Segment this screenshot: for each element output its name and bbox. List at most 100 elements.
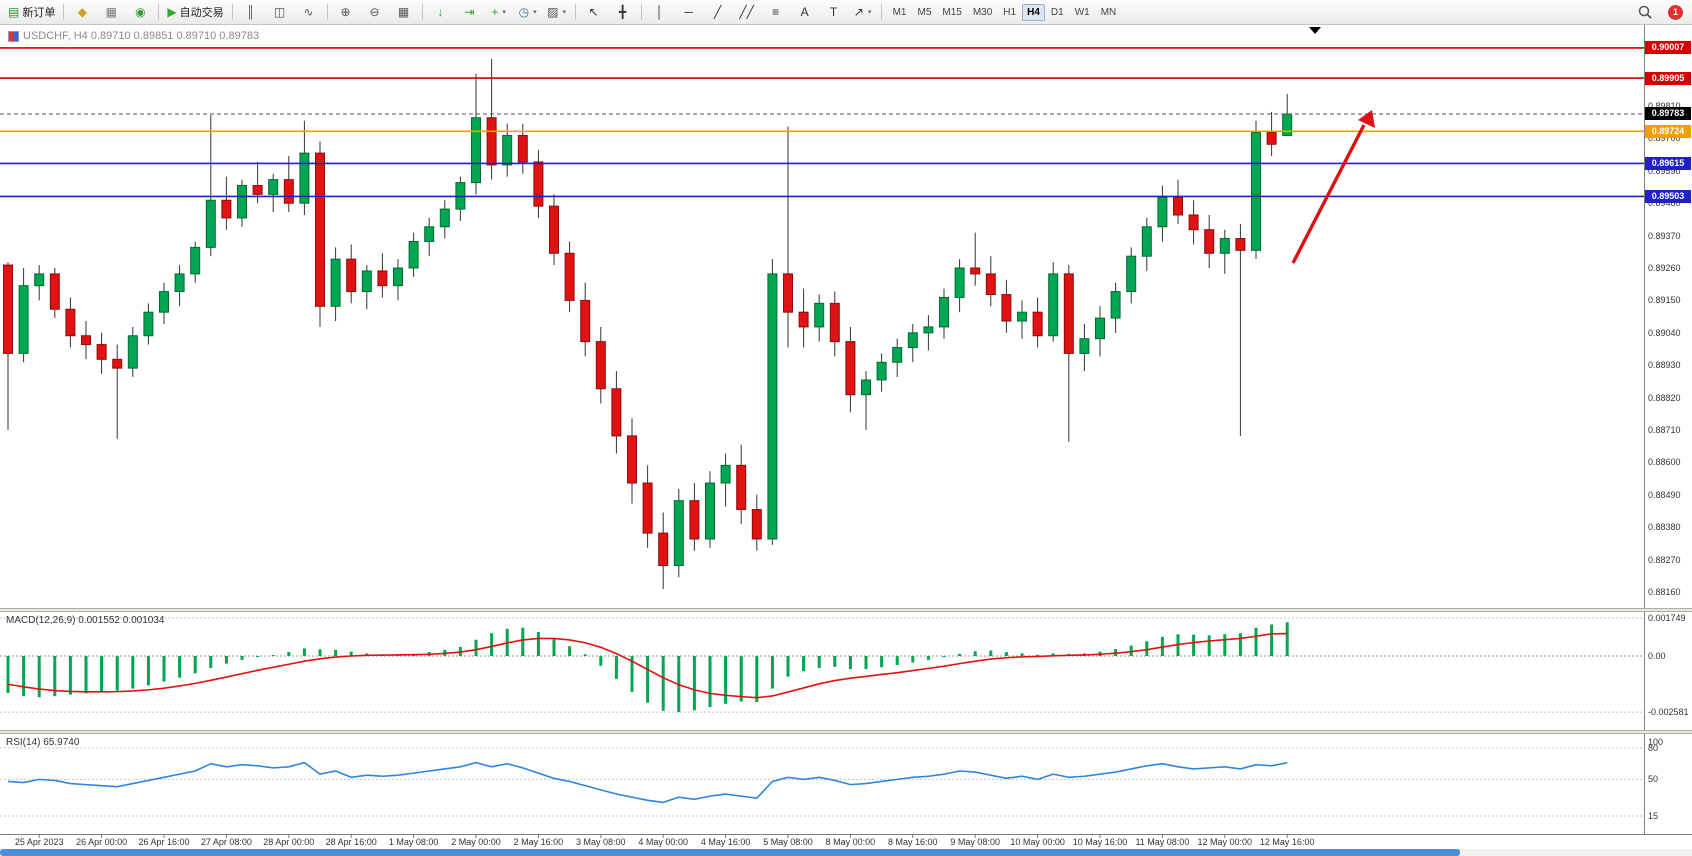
timeframe-M5[interactable]: M5: [917, 6, 932, 18]
macd-pane[interactable]: [0, 612, 1644, 730]
timeframe-W1[interactable]: W1: [1074, 6, 1090, 18]
chevron-down-icon[interactable]: ▾: [502, 9, 506, 16]
search-icon[interactable]: [1631, 1, 1659, 23]
wizard-icon: ◆: [77, 5, 87, 19]
pane-resizer[interactable]: [0, 730, 1692, 734]
crosshair-icon: ╋: [618, 5, 627, 19]
time-axis-label: 27 Apr 08:00: [200, 837, 252, 847]
time-axis[interactable]: [0, 834, 1692, 849]
chart-title-text: USDCHF, H4 0.89710 0.89851 0.89710 0.897…: [23, 30, 260, 42]
trendline-icon[interactable]: ╱: [704, 1, 732, 23]
price-scale-label: 0.89370: [1648, 230, 1681, 241]
bar-chart-icon[interactable]: ║: [237, 1, 265, 23]
chevron-down-icon[interactable]: ▾: [533, 9, 537, 16]
pane-resizer[interactable]: [0, 608, 1692, 612]
text-icon: A: [800, 5, 809, 19]
price-line-badge: 0.89503: [1645, 189, 1691, 203]
time-axis-label: 1 May 08:00: [388, 837, 439, 847]
price-scale-label: 0.88380: [1648, 522, 1681, 533]
timeframe-H1[interactable]: H1: [1003, 6, 1017, 18]
macd-label: MACD(12,26,9) 0.001552 0.001034: [6, 615, 165, 626]
channel-icon: ╱╱: [739, 5, 754, 19]
time-axis-label: 2 May 16:00: [513, 837, 564, 847]
tile-windows-icon: ▦: [397, 5, 410, 19]
candlestick-chart-icon: ◫: [273, 5, 286, 19]
time-axis-label: 28 Apr 16:00: [325, 837, 377, 847]
time-axis-label: 12 May 00:00: [1197, 837, 1253, 847]
price-line-badge: 0.90007: [1645, 41, 1691, 55]
toolbar-separator: [640, 4, 642, 20]
time-axis-label: 2 May 00:00: [451, 837, 501, 847]
time-axis-label: 3 May 08:00: [576, 837, 626, 847]
vertical-line-icon: │: [655, 5, 664, 19]
timeframe-M15[interactable]: M15: [942, 6, 962, 18]
trendline-icon: ╱: [713, 5, 722, 19]
price-scale-label: 0.88820: [1648, 392, 1681, 403]
timeframe-group: M1 M5 M15 M30 H1 H4 D1 W1 MN: [888, 3, 1122, 21]
horizontal-scrollbar[interactable]: [0, 849, 1692, 856]
autotrading-button[interactable]: ▶ 自动交易: [163, 1, 227, 23]
toolbar-separator: [63, 4, 65, 20]
cursor-icon[interactable]: ↖: [580, 1, 608, 23]
rsi-scale-label: 50: [1648, 774, 1659, 785]
timeframe-M1[interactable]: M1: [892, 6, 907, 18]
time-axis-label: 12 May 16:00: [1259, 837, 1315, 847]
timeframe-M30[interactable]: M30: [972, 6, 993, 18]
time-axis-label: 4 May 16:00: [700, 837, 751, 847]
arrows-icon[interactable]: ↗ ▾: [849, 1, 877, 23]
vertical-line-icon[interactable]: │: [646, 1, 674, 23]
time-axis-label: 25 Apr 2023: [14, 837, 64, 847]
templates-icon[interactable]: ▨ ▾: [543, 1, 571, 23]
price-scale-label: 0.89590: [1648, 165, 1681, 176]
price-scale-label: 0.88600: [1648, 457, 1681, 468]
label-icon[interactable]: T: [820, 1, 848, 23]
tile-windows-icon[interactable]: ▦: [390, 1, 418, 23]
timeframe-H4[interactable]: H4: [1022, 3, 1045, 21]
chart-shift-icon[interactable]: ⇥: [456, 1, 484, 23]
crosshair-icon[interactable]: ╋: [609, 1, 637, 23]
periods-icon: ◷: [518, 5, 530, 19]
text-icon[interactable]: A: [791, 1, 819, 23]
timeframe-MN[interactable]: MN: [1100, 6, 1117, 18]
wizard-icon[interactable]: ◆: [68, 1, 96, 23]
line-chart-icon[interactable]: ∿: [295, 1, 323, 23]
time-axis-label: 26 Apr 16:00: [138, 837, 190, 847]
rsi-label: RSI(14) 65.9740: [6, 737, 80, 748]
indicators-icon: +: [491, 5, 499, 19]
community-icon[interactable]: ◉: [126, 1, 154, 23]
profile-icon: ▦: [105, 5, 118, 19]
time-axis-label: 10 May 00:00: [1010, 837, 1065, 847]
price-scale-label: 0.89480: [1648, 198, 1681, 209]
indicators-icon[interactable]: + ▾: [485, 1, 513, 23]
macd-scale-label: 0.001749: [1648, 613, 1686, 623]
fibonacci-icon: ≡: [772, 5, 780, 19]
auto-scroll-icon[interactable]: ↓: [427, 1, 455, 23]
price-scale-label: 0.88710: [1648, 425, 1681, 435]
horizontal-line-icon[interactable]: ─: [675, 1, 703, 23]
chevron-down-icon[interactable]: ▾: [562, 9, 566, 16]
time-axis-label: 8 May 16:00: [888, 837, 938, 847]
time-axis-label: 4 May 00:00: [638, 837, 688, 847]
scrollbar-thumb[interactable]: [0, 849, 1460, 856]
new-order-button[interactable]: ▤ 新订单: [4, 1, 59, 23]
channel-icon[interactable]: ╱╱: [733, 1, 761, 23]
toolbar-separator: [326, 4, 328, 20]
zoom-in-icon[interactable]: ⊕: [332, 1, 360, 23]
candlestick-chart-icon[interactable]: ◫: [266, 1, 294, 23]
periods-icon[interactable]: ◷ ▾: [514, 1, 542, 23]
label-icon: T: [829, 5, 838, 19]
timeframe-D1[interactable]: D1: [1050, 6, 1064, 18]
price-scale-label: 0.88270: [1648, 554, 1681, 565]
price-chart-pane[interactable]: [0, 25, 1644, 608]
bar-chart-icon: ║: [246, 5, 255, 19]
chevron-down-icon[interactable]: ▾: [867, 9, 872, 16]
chart-icon: [8, 30, 19, 42]
price-scale-label: 0.89260: [1648, 263, 1681, 273]
profile-icon[interactable]: ▦: [97, 1, 125, 23]
cursor-icon: ↖: [588, 5, 599, 19]
zoom-out-icon[interactable]: ⊖: [361, 1, 389, 23]
notification-badge[interactable]: 1: [1667, 3, 1684, 21]
price-scale-label: 0.89700: [1648, 133, 1681, 144]
fibonacci-icon[interactable]: ≡: [762, 1, 790, 23]
rsi-pane[interactable]: [0, 734, 1644, 834]
